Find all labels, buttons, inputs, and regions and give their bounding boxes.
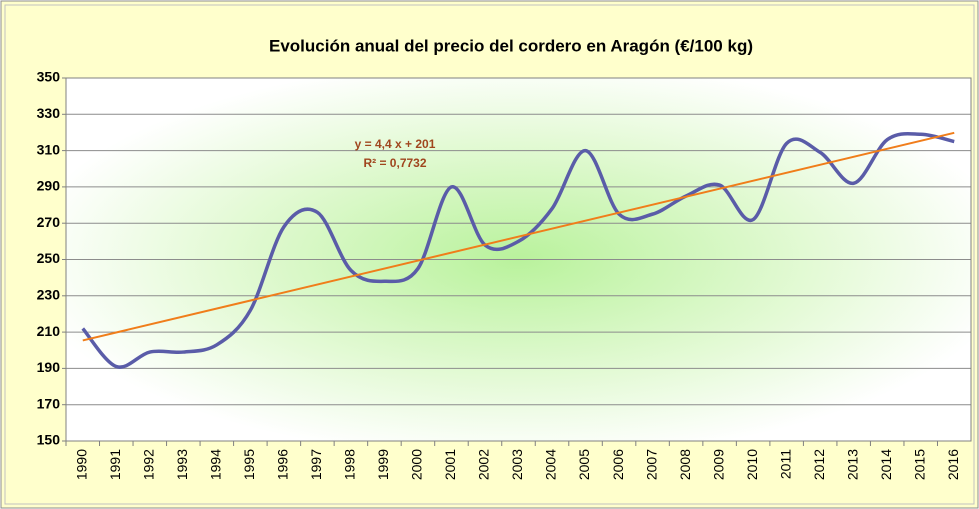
x-tick-label: 2004: [543, 449, 559, 480]
x-tick-label: 1992: [140, 449, 156, 480]
y-tick-label: 230: [37, 287, 61, 303]
x-tick-label: 2016: [945, 449, 961, 480]
y-tick-label: 150: [37, 432, 61, 448]
y-tick-label: 170: [37, 395, 61, 411]
x-tick-label: 2010: [744, 449, 760, 480]
x-tick-label: 1998: [342, 449, 358, 480]
y-tick-label: 210: [37, 323, 61, 339]
x-tick-label: 2013: [844, 449, 860, 480]
y-tick-label: 330: [37, 105, 61, 121]
trend-r-squared: R² = 0,7732: [363, 156, 426, 170]
x-tick-label: 2002: [476, 449, 492, 480]
x-tick-label: 2011: [777, 449, 793, 479]
x-tick-label: 2009: [710, 449, 726, 480]
y-tick-label: 350: [37, 69, 61, 85]
y-tick-label: 290: [37, 178, 61, 194]
x-tick-label: 2015: [911, 449, 927, 480]
y-tick-label: 310: [37, 141, 61, 157]
x-tick-label: 2012: [811, 449, 827, 480]
x-tick-label: 1999: [375, 449, 391, 480]
x-tick-label: 1997: [308, 449, 324, 480]
x-tick-label: 2005: [576, 449, 592, 480]
x-tick-label: 1990: [73, 449, 89, 480]
x-tick-label: 1996: [275, 449, 291, 480]
x-tick-label: 2000: [409, 449, 425, 480]
x-tick-label: 1994: [208, 449, 224, 480]
x-tick-label: 2001: [442, 449, 458, 480]
inner-border: [4, 4, 975, 505]
y-tick-label: 250: [37, 250, 61, 266]
x-tick-label: 2014: [878, 449, 894, 480]
x-tick-label: 1995: [241, 449, 257, 480]
chart-title: Evolución anual del precio del cordero e…: [269, 36, 753, 55]
x-tick-label: 1993: [174, 449, 190, 480]
trend-equation: y = 4,4 x + 201: [355, 137, 436, 151]
x-tick-label: 1991: [107, 449, 123, 480]
trendline: [82, 131, 955, 342]
y-tick-label: 270: [37, 214, 61, 230]
price-line: [81, 131, 955, 369]
x-tick-label: 2007: [643, 449, 659, 480]
x-tick-label: 2003: [509, 449, 525, 480]
x-tick-label: 2006: [610, 449, 626, 480]
x-tick-label: 2008: [677, 449, 693, 480]
y-tick-label: 190: [37, 359, 61, 375]
